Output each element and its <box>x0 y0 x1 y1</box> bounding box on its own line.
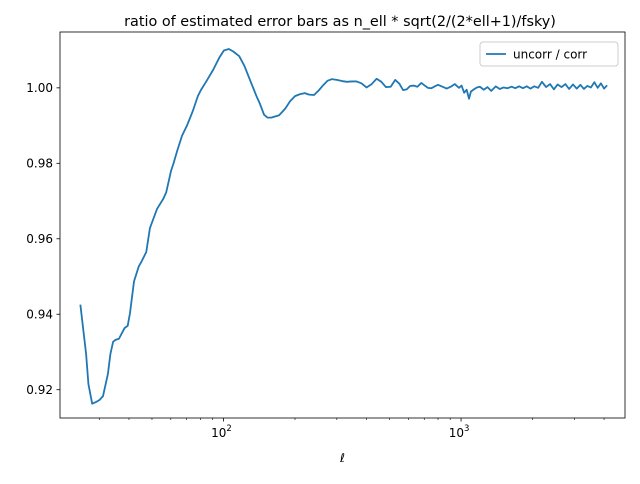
series-line-uncorr-corr <box>79 48 608 405</box>
y-tick-label: 0.96 <box>26 232 53 246</box>
plot-area <box>60 32 625 418</box>
chart-title: ratio of estimated error bars as n_ell *… <box>124 14 556 30</box>
legend: uncorr / corr <box>479 41 619 67</box>
axes-frame <box>59 31 626 419</box>
y-tick-label: 1.00 <box>26 81 53 95</box>
y-tick-label: 0.92 <box>26 383 53 397</box>
y-ticks: 0.92 0.94 0.96 0.98 1.00 <box>26 81 60 397</box>
legend-label: uncorr / corr <box>513 48 587 62</box>
x-axis-label: ℓ <box>339 451 345 465</box>
legend-box <box>479 41 619 67</box>
y-tick-label: 0.98 <box>26 157 53 171</box>
y-tick-label: 0.94 <box>26 308 53 322</box>
